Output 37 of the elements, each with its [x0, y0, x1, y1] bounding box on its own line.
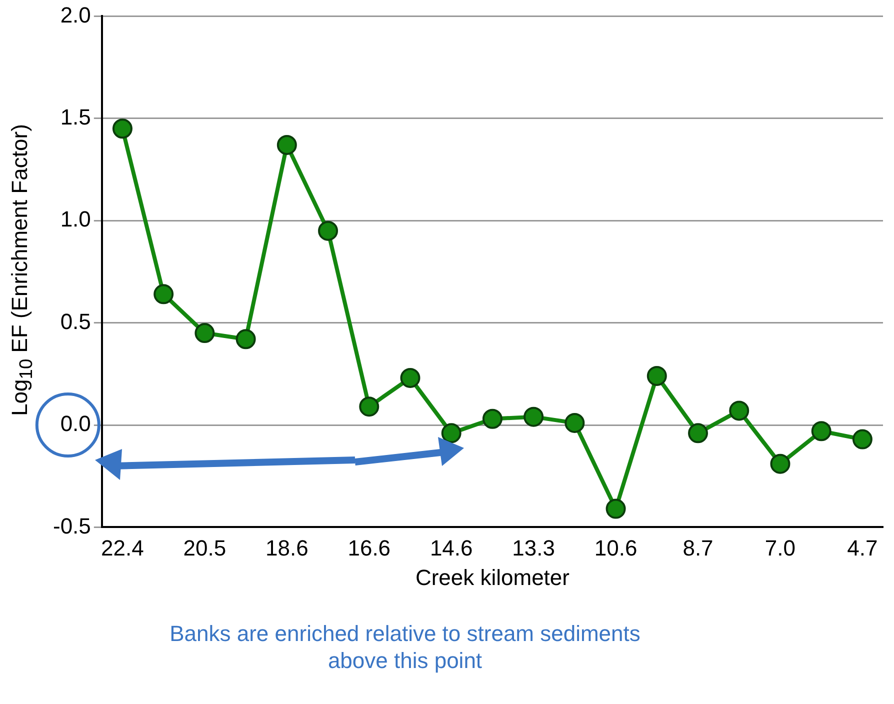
- point: [646, 366, 667, 386]
- x-tick-label: 22.4: [101, 535, 144, 560]
- point: [564, 412, 585, 433]
- text: Banks are enriched relative to stream sediments above this point: [168, 620, 642, 674]
- point: [524, 406, 544, 427]
- y-tick-label: 0.5: [60, 308, 91, 334]
- y-tick-label: 2.0: [60, 2, 91, 28]
- point: [729, 400, 750, 421]
- point: [688, 423, 708, 444]
- y-tick-label: -0.5: [52, 513, 91, 538]
- x-tick-label: 10.6: [594, 535, 638, 560]
- point: [606, 498, 626, 519]
- point: [852, 429, 872, 450]
- x-tick-label: 18.6: [265, 535, 308, 560]
- point: [359, 396, 380, 417]
- y-tick-label: 1.5: [60, 104, 91, 130]
- point: [236, 329, 256, 350]
- point: [318, 220, 338, 241]
- x-tick-label: 13.3: [512, 535, 555, 560]
- x-tick-label: 4.7: [847, 535, 878, 560]
- x-tick-label: 20.5: [183, 535, 226, 560]
- x-tick-label: 14.6: [430, 535, 473, 560]
- point: [770, 454, 790, 474]
- point: [811, 421, 832, 442]
- y-tick-label: 1.0: [60, 206, 91, 232]
- point: [112, 118, 132, 139]
- x-tick-label: 7.0: [764, 535, 796, 560]
- point: [276, 134, 297, 155]
- point: [400, 368, 420, 388]
- point: [441, 423, 462, 444]
- x-tick-label: 8.7: [682, 535, 714, 560]
- x-axis-title: Creek kilometer: [415, 564, 570, 590]
- y-tick-label: 0.0: [60, 411, 91, 436]
- x-tick-label: 16.6: [348, 535, 391, 560]
- point: [154, 284, 174, 304]
- point: [482, 408, 502, 429]
- point: [194, 323, 215, 344]
